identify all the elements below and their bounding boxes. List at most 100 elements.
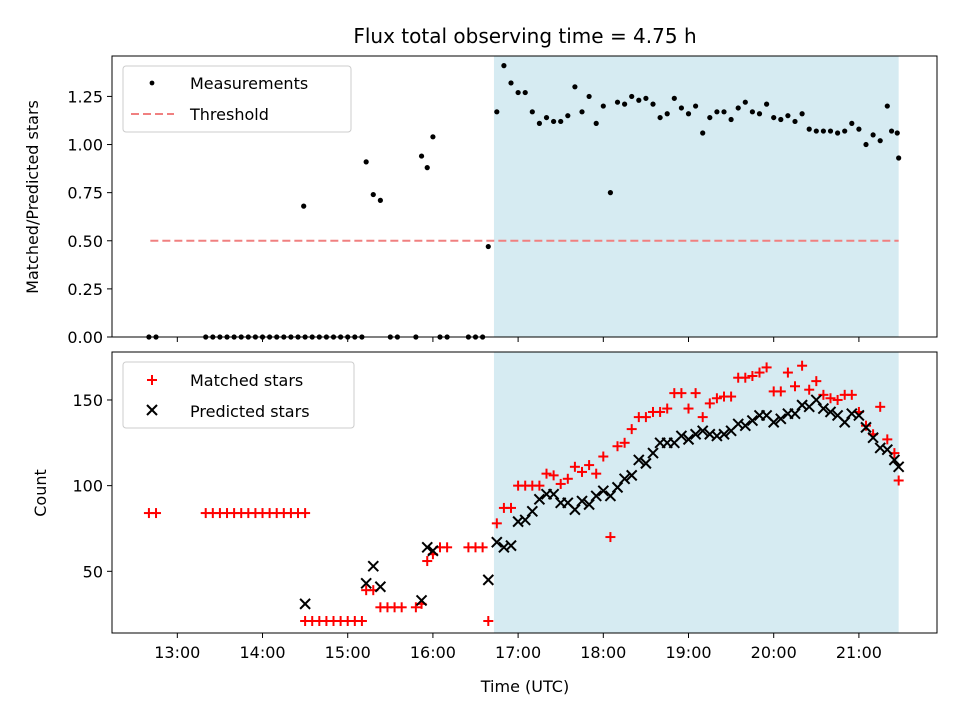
measurement-point xyxy=(820,128,827,134)
predicted-star-point xyxy=(533,493,546,506)
predicted-star-point xyxy=(626,469,638,482)
predicted-star-point xyxy=(547,488,560,500)
matched-star-point xyxy=(422,556,433,567)
predicted-star-point xyxy=(838,416,851,428)
predicted-star-point xyxy=(611,481,624,494)
matched-star-point xyxy=(697,412,708,423)
predicted-star-point xyxy=(675,430,688,442)
matched-star-point xyxy=(655,406,666,417)
matched-star-point xyxy=(683,403,694,414)
predicted-star-point xyxy=(505,539,517,552)
matched-star-point xyxy=(690,388,701,399)
measurement-point xyxy=(643,95,649,101)
measurement-point xyxy=(877,138,883,144)
measurement-point xyxy=(742,99,748,105)
measurement-point xyxy=(799,111,805,117)
measurement-point xyxy=(377,197,383,203)
measurement-point xyxy=(856,126,862,132)
measurement-point xyxy=(586,93,592,100)
predicted-star-point xyxy=(718,428,730,440)
measurement-point xyxy=(700,130,706,136)
matched-star-point xyxy=(790,381,801,392)
legend-matched-marker xyxy=(147,375,157,385)
measurement-point xyxy=(650,101,656,107)
measurement-point xyxy=(522,89,528,96)
y-tick-label: 150 xyxy=(72,391,103,410)
matched-star-point xyxy=(782,367,793,378)
predicted-star-point xyxy=(360,577,372,590)
measurement-point xyxy=(565,113,571,119)
matched-star-point xyxy=(711,393,722,404)
top-y-axis-label: Matched/Predicted stars xyxy=(23,100,42,294)
predicted-star-point xyxy=(421,541,433,554)
measurement-point xyxy=(607,190,614,196)
measurement-point xyxy=(813,128,819,134)
observing-window-shade xyxy=(493,56,899,337)
matched-star-point xyxy=(577,466,588,477)
measurement-point xyxy=(827,128,834,134)
x-tick-label: 18:00 xyxy=(580,643,626,662)
matched-star-point xyxy=(396,602,407,613)
matched-star-point xyxy=(825,393,836,404)
bottom-y-axis-label: Count xyxy=(31,469,50,517)
matched-star-point xyxy=(569,461,580,472)
measurement-point xyxy=(508,80,514,86)
matched-star-point xyxy=(775,386,786,397)
x-tick-label: 17:00 xyxy=(495,643,541,662)
measurement-point xyxy=(735,105,741,111)
predicted-star-point xyxy=(824,406,837,418)
measurement-point xyxy=(749,109,756,115)
matched-star-point xyxy=(846,389,857,400)
measurement-point xyxy=(370,191,376,198)
matched-star-point xyxy=(882,434,893,445)
predicted-star-point xyxy=(789,407,801,420)
measurement-point xyxy=(806,126,812,132)
measurement-point xyxy=(896,155,902,161)
bottom-panel: 50 100 150 13:00 14:00 15:00 16:00 17:00 18:00 1… xyxy=(31,351,938,696)
matched-star-point xyxy=(506,502,517,513)
x-tick-label: 21:00 xyxy=(836,643,882,662)
predicted-star-point xyxy=(775,413,787,425)
legend-matched-label: Matched stars xyxy=(190,371,303,390)
matched-star-point xyxy=(747,370,758,381)
matched-star-point xyxy=(740,372,751,383)
y-tick-label: 0.00 xyxy=(67,328,103,347)
matched-star-point xyxy=(562,473,573,484)
matched-star-point xyxy=(662,403,673,414)
predicted-star-point xyxy=(526,505,539,518)
legend-measurements-marker xyxy=(149,80,155,86)
matched-star-point xyxy=(555,478,566,489)
predicted-star-point xyxy=(519,514,531,526)
measurement-point xyxy=(693,103,699,109)
measurement-point xyxy=(685,111,692,117)
predicted-star-point xyxy=(633,454,645,466)
x-tick-label: 14:00 xyxy=(239,643,285,662)
x-tick-label: 20:00 xyxy=(751,643,797,662)
measurement-point xyxy=(657,114,663,121)
predicted-star-point xyxy=(696,425,709,437)
matched-star-point xyxy=(797,360,808,371)
matched-star-point xyxy=(491,518,502,529)
measurement-point xyxy=(629,93,635,100)
matched-star-point xyxy=(477,542,488,553)
measurement-point xyxy=(622,101,628,107)
measurement-point xyxy=(301,203,307,209)
measurement-point xyxy=(792,118,798,125)
predicted-star-point xyxy=(491,536,503,548)
matched-star-point xyxy=(410,602,421,613)
top-legend: Measurements Threshold xyxy=(122,65,352,133)
predicted-star-point xyxy=(299,598,311,610)
chart-title: Flux total observing time = 4.75 h xyxy=(353,24,696,48)
measurement-point xyxy=(515,89,521,96)
matched-star-point xyxy=(356,616,367,627)
matched-star-point xyxy=(483,616,494,627)
matched-star-point xyxy=(605,532,616,543)
predicted-star-point xyxy=(647,447,659,459)
matched-star-point xyxy=(754,367,765,378)
y-tick-label: 1.00 xyxy=(67,136,103,155)
matched-star-point xyxy=(619,437,630,448)
measurement-point xyxy=(529,109,535,115)
matched-star-point xyxy=(442,542,453,553)
matched-star-point xyxy=(761,362,772,373)
x-tick-label: 19:00 xyxy=(665,643,711,662)
